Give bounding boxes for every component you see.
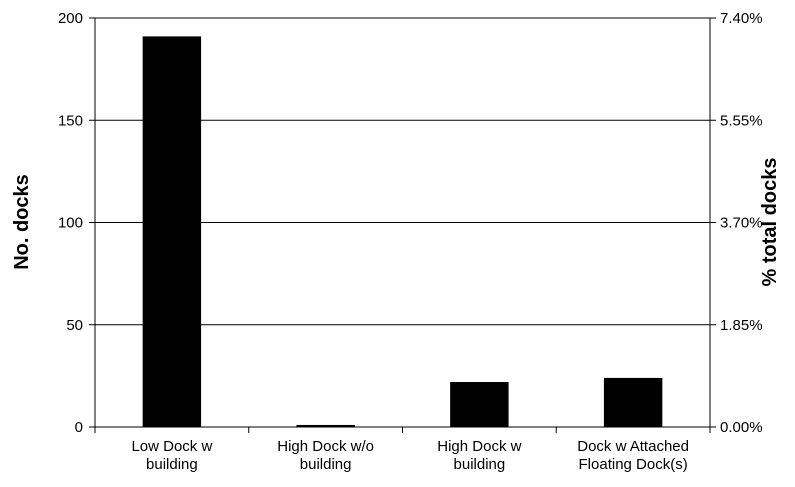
x-tick-label-0: Low Dock w building xyxy=(131,438,212,473)
x-tick-label-3: Dock w Attached Floating Dock(s) xyxy=(577,438,689,473)
y2-tick-label-3: 5.55% xyxy=(720,112,763,129)
y2-tick-label-1: 1.85% xyxy=(720,317,763,334)
y-tick-label-1: 50 xyxy=(66,317,83,334)
y-tick-label-0: 0 xyxy=(75,419,83,436)
y2-tick-label-2: 3.70% xyxy=(720,215,763,232)
axes xyxy=(89,17,716,433)
x-tick-label-line: building xyxy=(454,456,506,473)
x-tick-label-line: High Dock w xyxy=(437,438,521,455)
bar-0 xyxy=(142,36,202,427)
x-tick-label-line: High Dock w/o xyxy=(277,438,374,455)
y-tick-label-3: 150 xyxy=(58,112,83,129)
bars xyxy=(142,36,663,427)
bar-2 xyxy=(450,382,509,427)
bar-3 xyxy=(603,377,663,427)
bar-1 xyxy=(296,424,355,427)
y-tick-label-4: 200 xyxy=(58,10,83,27)
x-tick-label-line: building xyxy=(300,456,352,473)
x-tick-label-1: High Dock w/o building xyxy=(277,438,374,473)
x-tick-label-line: Low Dock w xyxy=(131,438,212,455)
tick-labels: 0 0.00% 50 1.85% 100 3.70% 150 5.55% 200 7.40% Low… xyxy=(58,10,763,473)
y-axis-title: No. docks xyxy=(11,174,33,270)
y2-tick-label-0: 0.00% xyxy=(720,419,763,436)
x-tick-label-2: High Dock w building xyxy=(437,438,521,473)
x-tick-label-line: building xyxy=(146,456,198,473)
y2-axis-title: % total docks xyxy=(759,158,781,287)
x-tick-label-line: Floating Dock(s) xyxy=(579,456,688,473)
y2-tick-label-4: 7.40% xyxy=(720,10,763,27)
y-tick-label-2: 100 xyxy=(58,215,83,232)
x-tick-label-line: Dock w Attached xyxy=(577,438,689,455)
